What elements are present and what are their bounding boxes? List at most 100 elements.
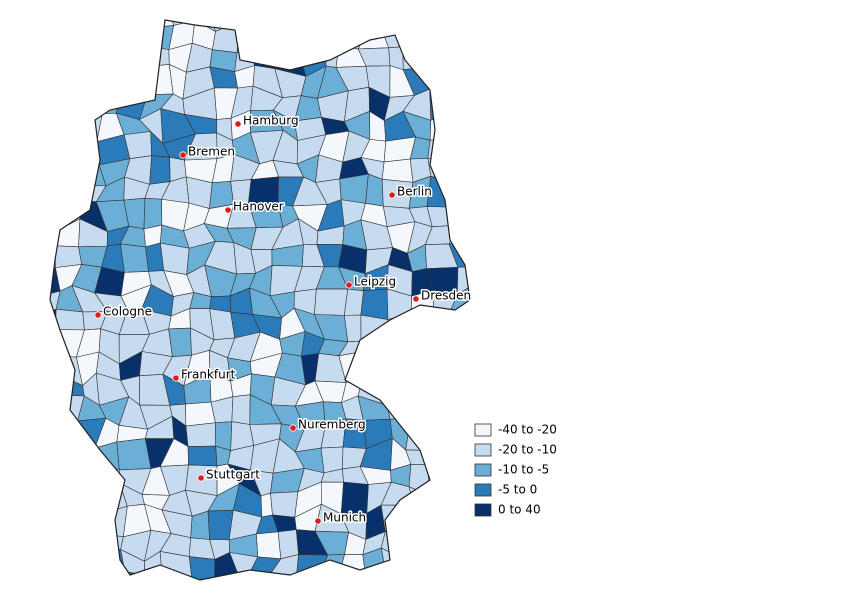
district <box>448 397 470 427</box>
district <box>496 112 514 143</box>
district <box>102 32 128 51</box>
district <box>423 526 455 556</box>
district <box>429 65 456 90</box>
city-label: Stuttgart <box>206 468 260 482</box>
district <box>50 486 55 514</box>
district <box>493 240 524 270</box>
district <box>492 552 524 576</box>
city-label: Frankfurt <box>181 368 236 382</box>
district <box>50 90 57 123</box>
district <box>455 156 470 185</box>
legend-label: -5 to 0 <box>498 483 537 497</box>
district <box>405 417 438 451</box>
country-outline <box>49 19 471 581</box>
district <box>468 181 470 202</box>
district <box>160 242 190 275</box>
district <box>402 43 434 71</box>
district <box>402 312 435 332</box>
district <box>449 507 470 528</box>
district <box>77 137 100 166</box>
district <box>138 46 170 68</box>
district <box>97 571 130 580</box>
district <box>431 43 460 78</box>
district <box>50 68 57 100</box>
district <box>477 131 496 165</box>
district <box>50 419 56 449</box>
district <box>53 465 85 491</box>
district <box>476 316 502 337</box>
district <box>319 20 347 27</box>
district <box>50 463 62 491</box>
district <box>491 26 517 46</box>
district <box>52 110 80 138</box>
district <box>383 378 411 408</box>
district <box>50 20 55 31</box>
district <box>407 573 434 580</box>
district <box>475 24 502 49</box>
district <box>144 20 175 29</box>
legend-label: 0 to 40 <box>498 503 541 517</box>
district <box>402 31 438 48</box>
district <box>50 509 52 540</box>
district <box>250 569 284 580</box>
city-marker <box>94 311 102 319</box>
district <box>102 20 129 34</box>
district <box>450 136 470 160</box>
district <box>473 362 499 384</box>
district <box>320 572 350 580</box>
district <box>362 350 389 379</box>
district <box>248 25 283 47</box>
district <box>403 377 435 409</box>
district <box>60 159 82 186</box>
district <box>499 288 524 319</box>
district <box>50 394 59 430</box>
district <box>357 26 390 50</box>
district <box>339 173 369 204</box>
district <box>256 531 282 560</box>
district <box>50 510 80 538</box>
district <box>492 314 523 341</box>
district <box>424 488 452 515</box>
district <box>50 245 56 272</box>
city-marker <box>179 151 187 159</box>
district <box>314 288 349 316</box>
district <box>100 48 124 77</box>
city-marker <box>197 474 205 482</box>
district <box>99 65 122 100</box>
district <box>493 131 518 165</box>
district <box>50 151 62 186</box>
district <box>430 32 461 57</box>
district <box>50 308 57 341</box>
district <box>50 133 63 165</box>
district <box>120 243 149 273</box>
district <box>472 527 503 561</box>
district <box>409 357 429 386</box>
district <box>278 25 299 52</box>
district <box>472 266 498 288</box>
district <box>82 46 105 67</box>
district <box>448 20 470 34</box>
district <box>60 133 82 165</box>
district <box>142 574 171 580</box>
district <box>54 557 84 580</box>
district <box>50 181 61 207</box>
district <box>428 312 451 332</box>
district <box>402 331 430 362</box>
district <box>50 372 59 408</box>
district <box>492 575 524 600</box>
district <box>451 76 470 89</box>
district <box>428 328 452 363</box>
city-label: Munich <box>323 511 366 525</box>
district <box>59 581 77 601</box>
district <box>454 196 470 231</box>
district <box>78 532 102 559</box>
district <box>408 486 429 515</box>
district <box>403 398 435 430</box>
district <box>50 328 59 363</box>
district <box>340 481 369 515</box>
district <box>50 25 58 54</box>
district <box>380 547 408 580</box>
district <box>428 374 458 405</box>
district <box>448 110 470 138</box>
city-marker <box>388 191 396 199</box>
